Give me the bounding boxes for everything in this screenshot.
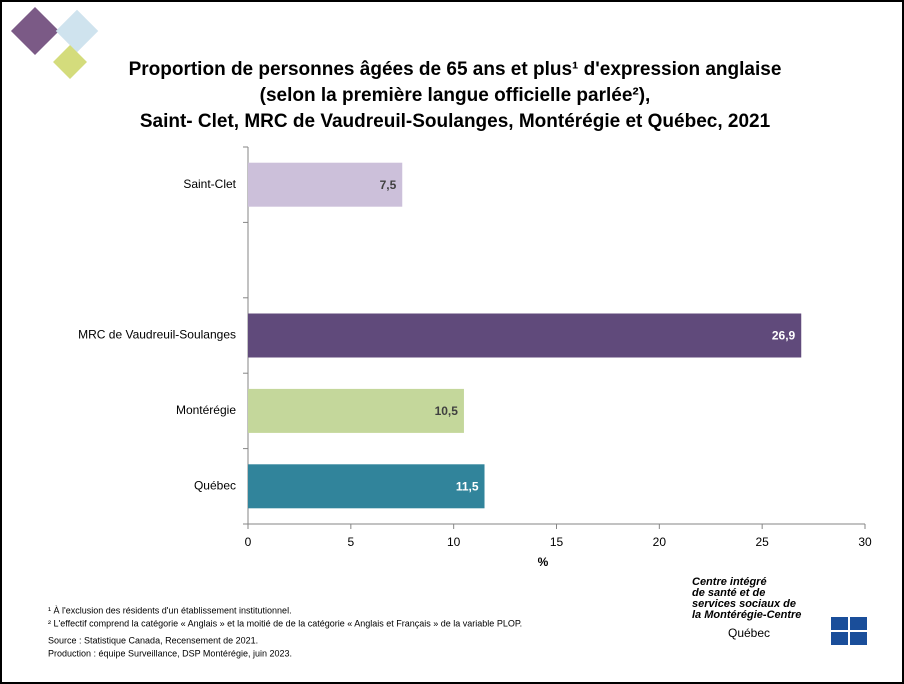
logo-text: services sociaux de — [692, 598, 796, 610]
chart-title: (selon la première langue officielle par… — [260, 85, 651, 106]
y-tick-label: MRC de Vaudreuil-Soulanges — [78, 328, 236, 342]
chart-title: Proportion de personnes âgées de 65 ans … — [129, 59, 782, 80]
y-tick-label: Saint-Clet — [183, 177, 236, 191]
logo-text: de santé et de — [692, 587, 765, 599]
logo-name: Québec — [728, 626, 770, 640]
y-tick-label: Québec — [194, 478, 236, 492]
x-tick-label: 0 — [245, 535, 252, 549]
x-tick-label: 25 — [755, 535, 769, 549]
bar — [248, 313, 802, 358]
data-label: 7,5 — [380, 178, 397, 192]
logo-text: Centre intégré — [692, 576, 767, 588]
x-tick-label: 5 — [347, 535, 354, 549]
production: Production : équipe Surveillance, DSP Mo… — [48, 648, 292, 658]
bar — [248, 388, 464, 433]
footnote: ² L'effectif comprend la catégorie « Ang… — [48, 618, 522, 628]
x-tick-label: 15 — [550, 535, 564, 549]
source: Source : Statistique Canada, Recensement… — [48, 635, 258, 645]
y-tick-label: Montérégie — [176, 403, 236, 417]
logo-text: la Montérégie-Centre — [692, 609, 801, 621]
data-label: 11,5 — [456, 479, 479, 493]
data-label: 10,5 — [435, 404, 459, 418]
bar — [248, 162, 403, 207]
logo-flag-cross — [831, 617, 867, 645]
x-tick-label: 10 — [447, 535, 461, 549]
footnote: ¹ À l'exclusion des résidents d'un établ… — [48, 605, 292, 615]
x-axis-label: % — [538, 555, 549, 569]
data-label: 26,9 — [772, 329, 796, 343]
x-tick-label: 30 — [858, 535, 872, 549]
x-tick-label: 20 — [653, 535, 667, 549]
chart-title: Saint- Clet, MRC de Vaudreuil-Soulanges,… — [140, 111, 771, 132]
bar — [248, 464, 485, 509]
